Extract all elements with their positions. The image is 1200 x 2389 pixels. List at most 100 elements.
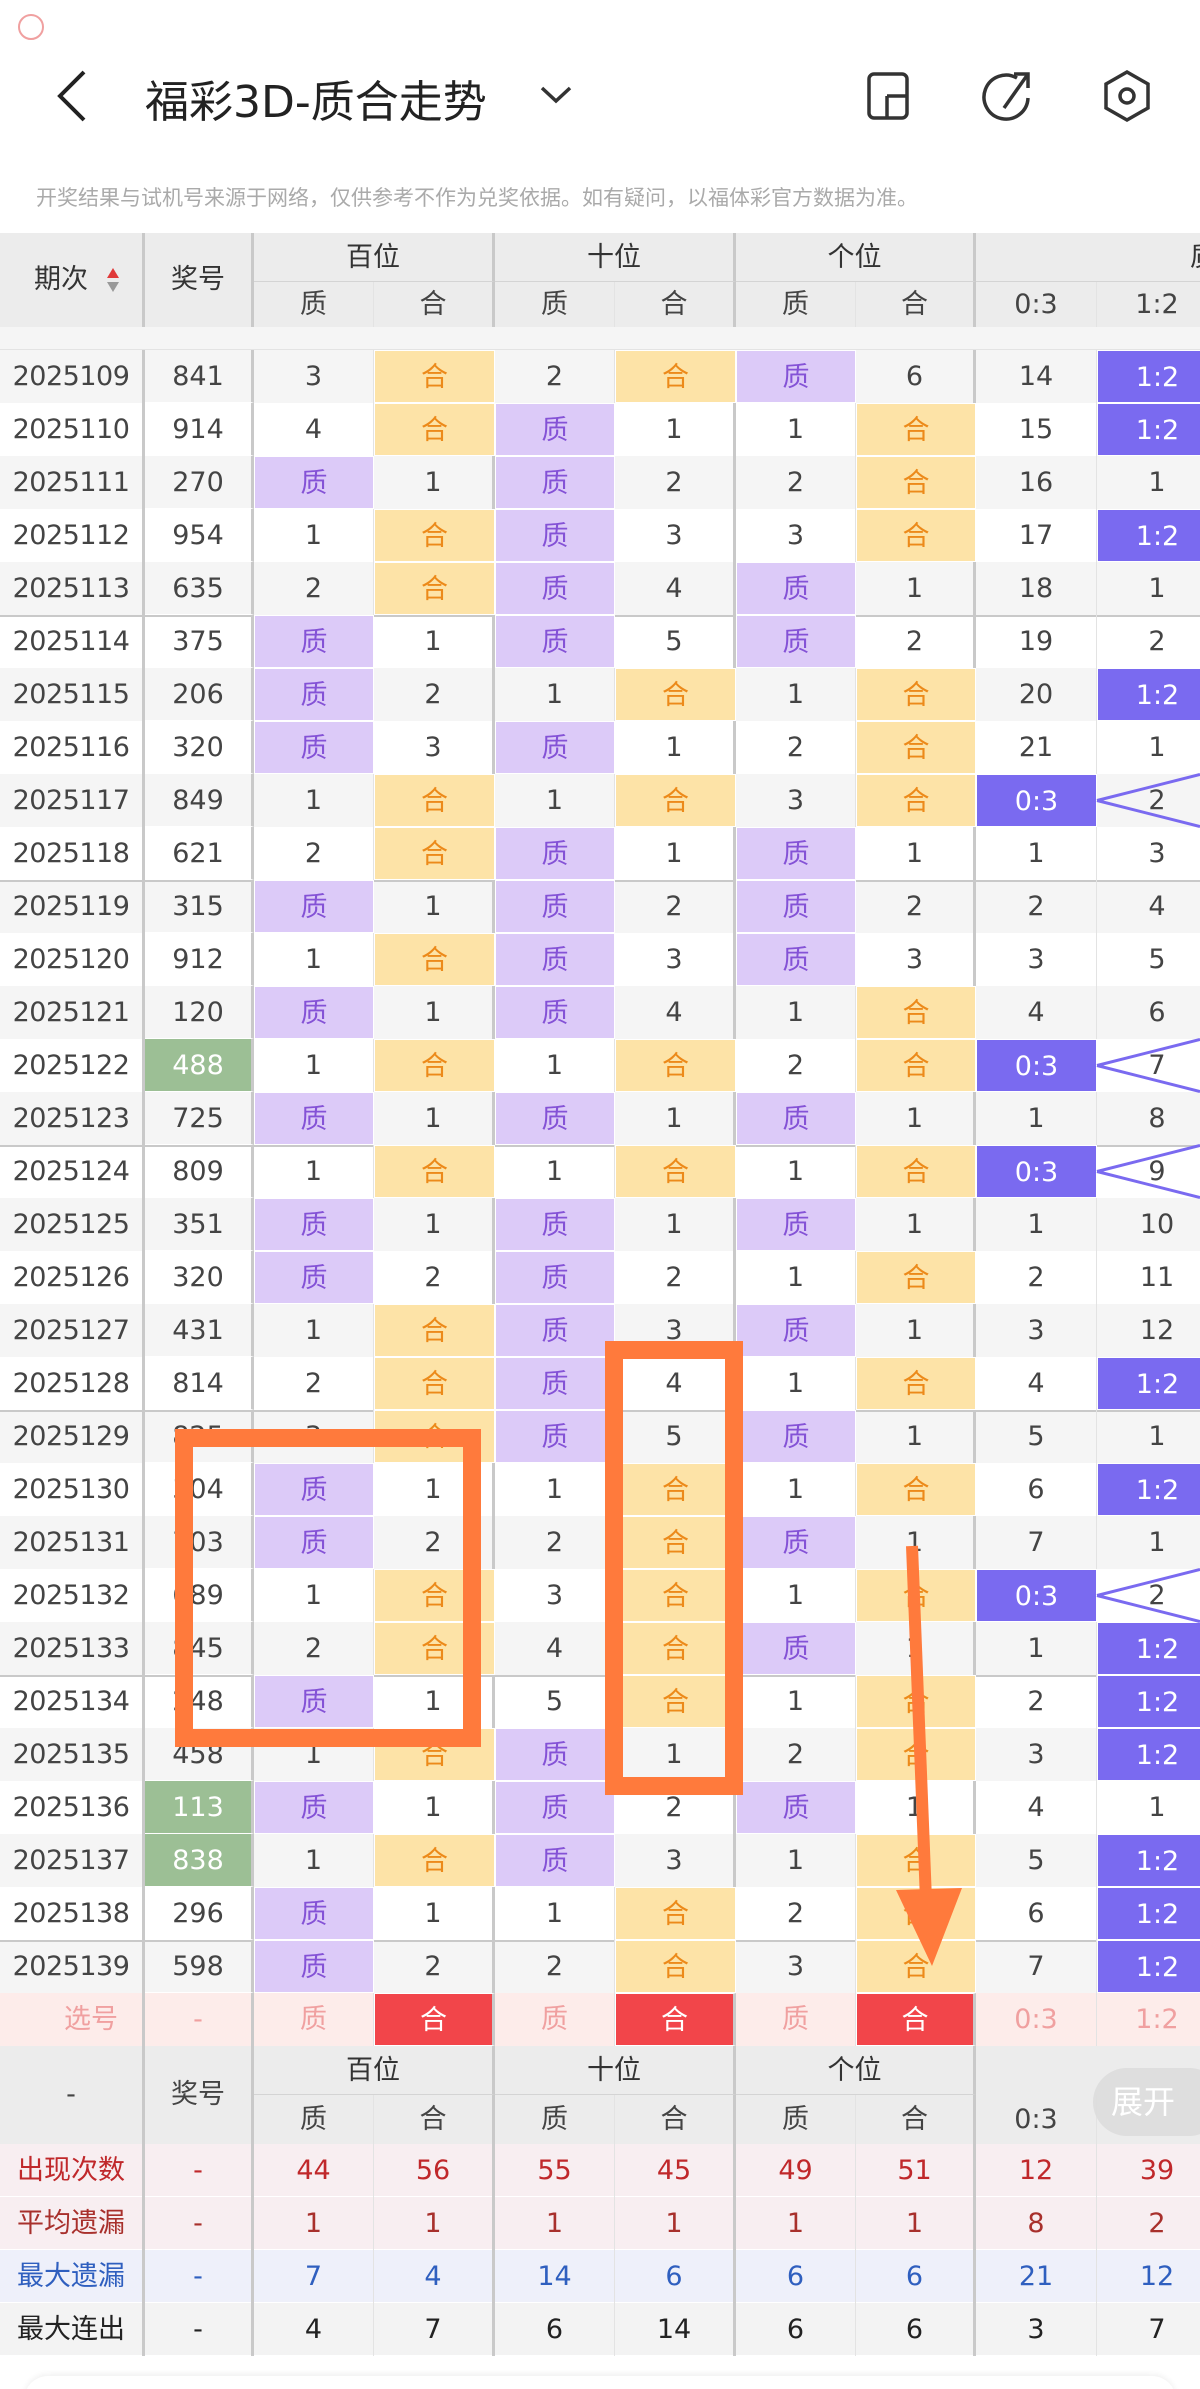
trend-cell: 1 — [254, 1039, 374, 1092]
trend-cell: 1 — [374, 1198, 495, 1251]
notice: 开奖结果与试机号来源于网络，仅供参考不作为兑奖依据。如有疑问，以福体彩官方数据为… — [36, 186, 918, 210]
trend-cell: 5 — [976, 1410, 1097, 1463]
footer-sub: 合 — [856, 2095, 976, 2144]
select-cell: 质 — [254, 1993, 374, 2046]
trend-cell: 质 — [254, 1251, 374, 1304]
trend-cell: 2 — [976, 1675, 1097, 1728]
period: 2025126 — [0, 1251, 145, 1304]
trend-cell: 8 — [1097, 1092, 1200, 1145]
trend-cell: 合 — [615, 1039, 736, 1092]
trend-cell: 1 — [254, 1145, 374, 1198]
trend-cell: 1:2 — [1097, 1834, 1200, 1887]
stats-number: - — [145, 2250, 254, 2303]
trend-cell: 4 — [976, 986, 1097, 1039]
select-radio[interactable] — [18, 14, 44, 40]
trend-cell: 9 — [1097, 1145, 1200, 1198]
stats-label: 最大遗漏 — [0, 2250, 145, 2303]
period: 2025138 — [0, 1887, 145, 1940]
trend-cell: 合 — [856, 456, 976, 509]
column-header: 期次 — [0, 233, 145, 327]
stats-value: 14 — [615, 2303, 736, 2356]
footer-sub: 0:3 — [976, 2095, 1097, 2144]
trend-cell: 1 — [1097, 721, 1200, 774]
draw-number: 488 — [145, 1039, 254, 1092]
trend-cell: 质 — [495, 456, 615, 509]
stats-value: 6 — [736, 2250, 856, 2303]
draw-number: 320 — [145, 721, 254, 774]
footer-group: 十位 — [495, 2046, 736, 2095]
trend-cell: 2 — [856, 880, 976, 933]
dropdown-button[interactable] — [540, 86, 572, 104]
stats-value: 6 — [856, 2303, 976, 2356]
stats-value: 6 — [736, 2303, 856, 2356]
trend-cell: 1 — [374, 1887, 495, 1940]
trend-cell: 质 — [736, 827, 856, 880]
trend-cell: 合 — [374, 774, 495, 827]
footer-sub: 质 — [736, 2095, 856, 2144]
trend-cell: 1 — [736, 1145, 856, 1198]
period: 2025110 — [0, 403, 145, 456]
partial-row — [0, 327, 1200, 350]
select-label: 选号 — [0, 1993, 145, 2046]
trend-cell: 1 — [495, 774, 615, 827]
period: 2025109 — [0, 350, 145, 403]
trend-cell: 1 — [615, 1198, 736, 1251]
sub-header: 0:3 — [976, 282, 1097, 327]
trend-cell: 3 — [254, 1410, 374, 1463]
stats-value: 1 — [495, 2197, 615, 2250]
trend-cell: 3 — [495, 1569, 615, 1622]
trend-cell: 1 — [615, 1728, 736, 1781]
trend-cell: 6 — [976, 1887, 1097, 1940]
period: 2025123 — [0, 1092, 145, 1145]
trend-cell: 1 — [976, 827, 1097, 880]
period: 2025132 — [0, 1569, 145, 1622]
trend-cell: 合 — [856, 1251, 976, 1304]
trend-cell: 17 — [976, 509, 1097, 562]
stats-label: 平均遗漏 — [0, 2197, 145, 2250]
trend-cell: 合 — [374, 1569, 495, 1622]
trend-cell: 1 — [374, 986, 495, 1039]
trend-cell: 质 — [736, 880, 856, 933]
trend-cell: 1:2 — [1097, 1940, 1200, 1993]
trend-cell: 1 — [736, 1675, 856, 1728]
trend-cell: 合 — [856, 1887, 976, 1940]
trend-cell: 2 — [615, 1781, 736, 1834]
trend-cell: 7 — [976, 1940, 1097, 1993]
expand-button[interactable]: 展开 — [1093, 2068, 1200, 2136]
trend-cell: 2 — [374, 668, 495, 721]
trend-cell: 1 — [976, 1092, 1097, 1145]
trend-cell: 2 — [736, 721, 856, 774]
back-button[interactable] — [57, 70, 86, 122]
trend-cell: 1 — [254, 1569, 374, 1622]
stats-value: 1 — [856, 2197, 976, 2250]
trend-cell: 质 — [495, 403, 615, 456]
trend-cell: 质 — [736, 1622, 856, 1675]
stats-label: 最大连出 — [0, 2303, 145, 2356]
trend-cell: 1:2 — [1097, 1675, 1200, 1728]
share-icon[interactable] — [982, 72, 1030, 121]
stats-value: 51 — [856, 2144, 976, 2197]
page-title: 福彩3D-质合走势 — [145, 77, 487, 128]
select-cell: 合 — [374, 1993, 495, 2046]
stats-bg — [0, 2250, 1200, 2303]
row-bg — [0, 668, 1200, 721]
trend-cell: 质 — [254, 880, 374, 933]
trend-cell: 4 — [976, 1357, 1097, 1410]
draw-number: 849 — [145, 774, 254, 827]
trend-cell: 4 — [615, 1357, 736, 1410]
trend-cell: 2 — [856, 615, 976, 668]
switch-icon[interactable] — [867, 72, 909, 120]
stats-value: 12 — [1097, 2250, 1200, 2303]
settings-icon[interactable] — [1104, 69, 1150, 123]
column-header: 奖号 — [145, 233, 254, 327]
sort-icon[interactable] — [106, 266, 120, 294]
trend-cell: 20 — [976, 668, 1097, 721]
stats-value: 4 — [254, 2303, 374, 2356]
period: 2025114 — [0, 615, 145, 668]
trend-cell: 7 — [1097, 1039, 1200, 1092]
trend-cell: 1 — [736, 986, 856, 1039]
draw-number: 838 — [145, 1834, 254, 1887]
stats-value: 55 — [495, 2144, 615, 2197]
draw-number: 912 — [145, 933, 254, 986]
trend-cell: 1 — [856, 1516, 976, 1569]
